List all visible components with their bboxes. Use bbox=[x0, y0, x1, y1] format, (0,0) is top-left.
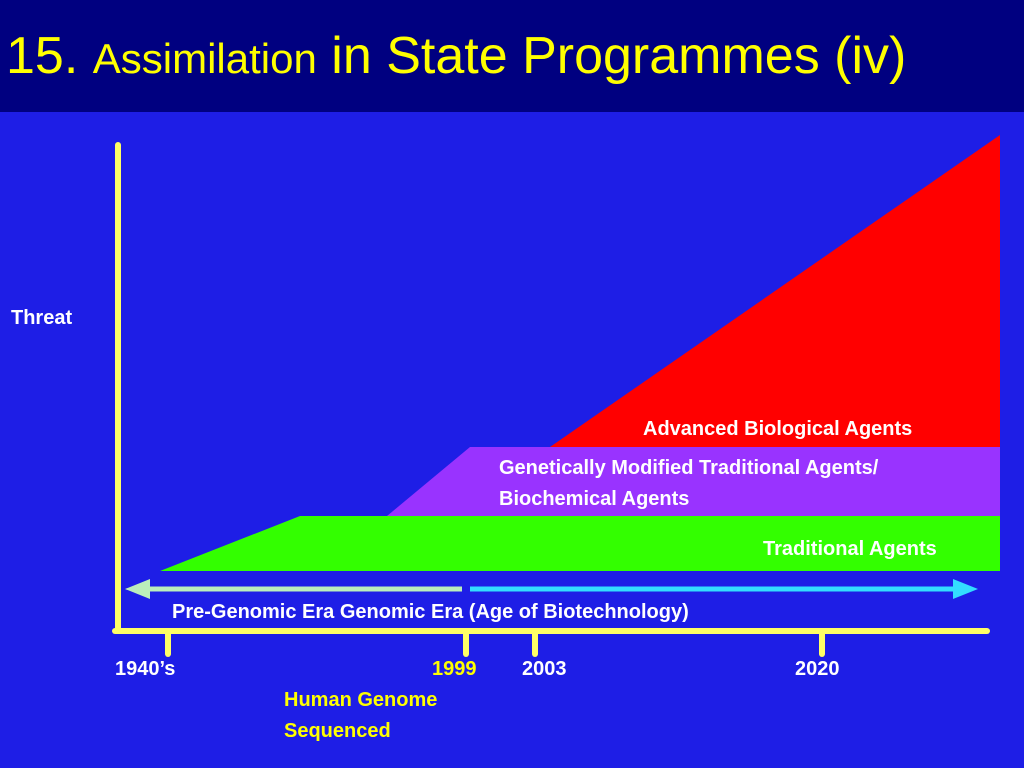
era-label: Pre-Genomic Era Genomic Era (Age of Biot… bbox=[172, 601, 689, 623]
modified-agents-band bbox=[387, 447, 1000, 516]
modified-agents-label-line1: Genetically Modified Traditional Agents/ bbox=[499, 457, 879, 479]
title-word: Assimilation bbox=[92, 35, 317, 82]
slide-title: 15. Assimilation in State Programmes (iv… bbox=[6, 30, 906, 82]
traditional-agents-band bbox=[160, 516, 1000, 571]
modified-agents-label-line2: Biochemical Agents bbox=[499, 488, 690, 510]
y-axis-label: Threat bbox=[11, 307, 73, 329]
tick-label-1940s: 1940’s bbox=[115, 658, 176, 680]
title-bar: 15. Assimilation in State Programmes (iv… bbox=[0, 0, 1024, 110]
genome-annotation-line1: Human Genome bbox=[284, 689, 438, 711]
tick-label-2020: 2020 bbox=[795, 658, 840, 680]
title-rest: in State Programmes (iv) bbox=[331, 27, 907, 85]
advanced-agents-label: Advanced Biological Agents bbox=[643, 418, 913, 440]
title-number: 15. bbox=[6, 27, 79, 85]
tick-label-1999: 1999 bbox=[432, 658, 477, 680]
traditional-agents-label: Traditional Agents bbox=[763, 538, 937, 560]
tick-label-2003: 2003 bbox=[522, 658, 567, 680]
pre-genomic-arrow-head bbox=[125, 579, 150, 599]
advanced-agents-area bbox=[550, 135, 1000, 447]
genomic-arrow-head bbox=[953, 579, 978, 599]
genome-annotation-line2: Sequenced bbox=[284, 720, 391, 742]
